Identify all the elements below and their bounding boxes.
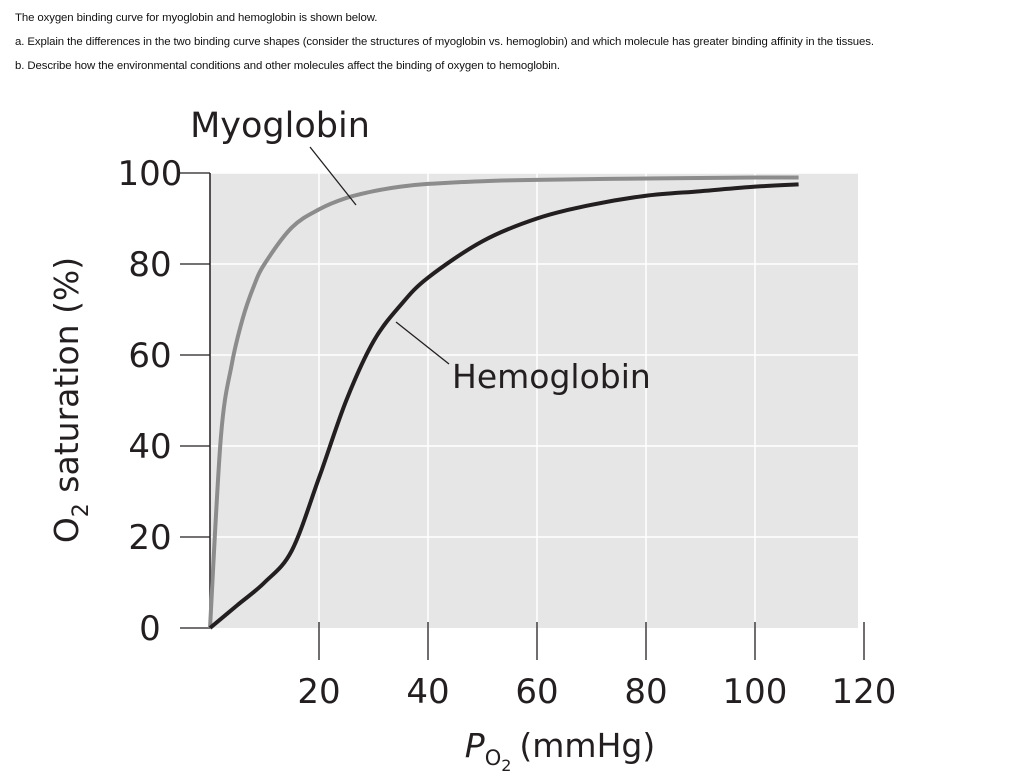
y-label-rest: saturation (%) [47, 257, 86, 503]
y-tick-label: 60 [128, 336, 171, 376]
hemoglobin-annotation: Hemoglobin [452, 357, 651, 396]
x-label-main: P [465, 726, 485, 765]
x-tick-label: 80 [624, 672, 667, 712]
svg-text:O2 saturation (%): O2 saturation (%) [47, 257, 94, 543]
y-tick-label: 20 [128, 518, 171, 558]
series-hemoglobin-curve [208, 182, 799, 630]
hemoglobin-pointer [395, 321, 450, 365]
question-part-a: a. Explain the differences in the two bi… [15, 36, 874, 48]
y-tick-label: 0 [139, 609, 161, 649]
myoglobin-annotation: Myoglobin [190, 106, 370, 146]
x-axis-label: PO2 (mmHg) [465, 726, 655, 775]
question-intro: The oxygen binding curve for myoglobin a… [15, 12, 378, 24]
x-tick-label: 120 [832, 672, 897, 712]
x-label-unit: (mmHg) [519, 726, 655, 765]
myoglobin-pointer [309, 146, 357, 206]
x-tick-label: 20 [297, 672, 340, 712]
question-part-b: b. Describe how the environmental condit… [15, 60, 560, 72]
y-label-sub: 2 [69, 503, 94, 517]
y-tick-label: 100 [118, 154, 183, 194]
y-label-main: O [47, 517, 86, 543]
y-tick-label: 80 [128, 245, 171, 285]
x-tick-label: 100 [723, 672, 788, 712]
x-tick-label: 60 [515, 672, 558, 712]
x-tick-label: 40 [406, 672, 449, 712]
plot-background [210, 173, 858, 628]
y-tick-label: 40 [128, 427, 171, 467]
y-axis-label: O2 saturation (%) [47, 257, 94, 543]
x-label-sub: O [485, 746, 502, 770]
series-myoglobin-curve [208, 175, 799, 629]
x-label-subsub: 2 [501, 756, 511, 775]
